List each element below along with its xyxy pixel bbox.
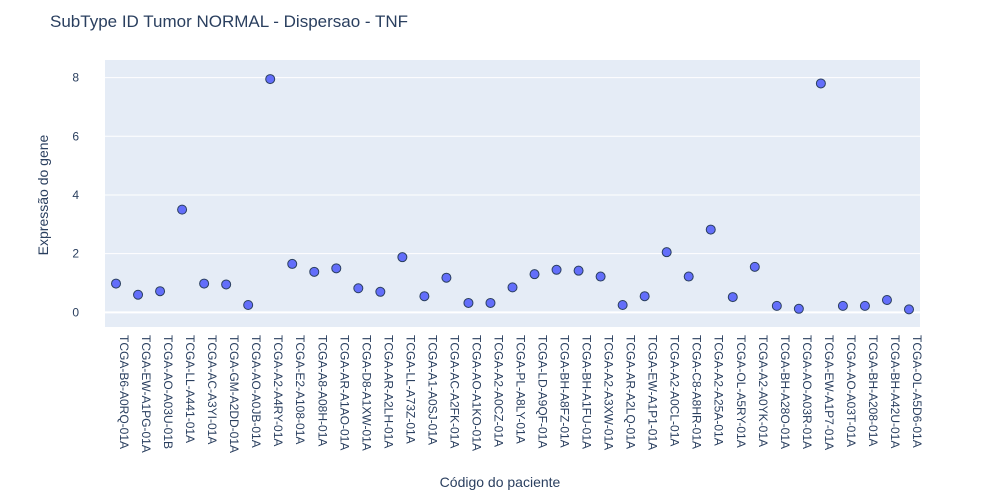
x-tick-label: TCGA-LD-A9QF-01A: [536, 335, 550, 448]
x-tick-label: TCGA-AO-A03U-01B: [161, 335, 175, 449]
data-point[interactable]: [419, 291, 430, 302]
data-point[interactable]: [683, 271, 694, 282]
x-tick-label: TCGA-EW-A1P1-01A: [646, 335, 660, 450]
data-point[interactable]: [177, 204, 188, 215]
x-tick-label: TCGA-A2-A4RY-01A: [271, 335, 285, 446]
x-tick-label: TCGA-AC-A3YI-01A: [205, 335, 219, 444]
data-point[interactable]: [265, 74, 276, 85]
data-point[interactable]: [881, 295, 892, 306]
data-point[interactable]: [595, 271, 606, 282]
data-point[interactable]: [661, 247, 672, 258]
data-point[interactable]: [793, 303, 804, 314]
x-tick-label: TCGA-B6-A0RQ-01A: [117, 335, 131, 449]
x-tick-label: TCGA-GM-A2DD-01A: [227, 335, 241, 453]
data-point[interactable]: [903, 304, 914, 315]
y-tick-label: 0: [72, 305, 79, 319]
x-tick-label: TCGA-AC-A2FK-01A: [447, 335, 461, 448]
x-tick-label: TCGA-AO-A03R-01A: [800, 335, 814, 449]
data-point[interactable]: [287, 258, 298, 269]
data-point[interactable]: [199, 278, 210, 289]
x-tick-label: TCGA-A2-A3XW-01A: [602, 335, 616, 450]
data-point[interactable]: [353, 283, 364, 294]
data-point[interactable]: [727, 292, 738, 303]
data-point[interactable]: [573, 265, 584, 276]
data-point[interactable]: [551, 264, 562, 275]
x-tick-label: TCGA-OL-A5RY-01A: [734, 335, 748, 448]
data-point[interactable]: [133, 289, 144, 300]
x-tick-label: TCGA-AO-A0JB-01A: [249, 335, 263, 448]
data-point[interactable]: [375, 286, 386, 297]
x-tick-label: TCGA-A2-A0CL-01A: [668, 335, 682, 446]
x-tick-label: TCGA-BH-A8FZ-01A: [558, 335, 572, 448]
x-tick-label: TCGA-D8-A1XW-01A: [359, 335, 373, 451]
x-tick-label: TCGA-BH-A208-01A: [866, 335, 880, 446]
x-tick-label: TCGA-LL-A441-01A: [183, 335, 197, 443]
x-tick-label: TCGA-LL-A73Z-01A: [403, 335, 417, 444]
x-tick-label: TCGA-BH-A28O-01A: [778, 335, 792, 449]
data-point[interactable]: [397, 252, 408, 263]
data-point[interactable]: [815, 78, 826, 89]
data-point[interactable]: [639, 291, 650, 302]
data-point[interactable]: [705, 224, 716, 235]
x-tick-label: TCGA-BH-A1FU-01A: [580, 335, 594, 449]
data-point[interactable]: [507, 282, 518, 293]
x-tick-label: TCGA-A2-A25A-01A: [712, 335, 726, 446]
chart-title: SubType ID Tumor NORMAL - Dispersao - TN…: [50, 12, 409, 31]
x-tick-label: TCGA-PL-A8LY-01A: [514, 335, 528, 444]
y-axis-ticks: 0 2 4 6 8: [72, 71, 79, 320]
data-point[interactable]: [441, 272, 452, 283]
x-tick-label: TCGA-OL-A5D6-01A: [910, 335, 924, 448]
data-point[interactable]: [771, 300, 782, 311]
x-tick-label: TCGA-A2-A0YK-01A: [756, 335, 770, 447]
x-tick-label: TCGA-A8-A08H-01A: [315, 335, 329, 446]
x-tick-label: TCGA-A2-A0CZ-01A: [491, 335, 505, 447]
data-point[interactable]: [111, 278, 122, 289]
data-point[interactable]: [859, 300, 870, 311]
data-point[interactable]: [331, 263, 342, 274]
x-tick-label: TCGA-AR-A1AO-01A: [337, 335, 351, 450]
x-tick-label: TCGA-AR-A2LH-01A: [381, 335, 395, 448]
data-points: [111, 74, 914, 315]
gridlines: [105, 77, 920, 314]
x-tick-label: TCGA-E2-A108-01A: [293, 335, 307, 444]
y-axis-label: Expressão do gene: [35, 134, 51, 256]
data-point[interactable]: [485, 297, 496, 308]
x-tick-label: TCGA-C8-A8HR-01A: [690, 335, 704, 449]
x-tick-label: TCGA-AR-A2LQ-01A: [624, 335, 638, 449]
data-point[interactable]: [617, 299, 628, 310]
data-point[interactable]: [309, 266, 320, 277]
x-axis-ticks: TCGA-B6-A0RQ-01A TCGA-EW-A1PG-01A TCGA-AO-…: [117, 335, 924, 453]
data-point[interactable]: [529, 269, 540, 280]
data-point[interactable]: [837, 300, 848, 311]
y-tick-label: 8: [72, 71, 79, 85]
x-tick-label: TCGA-A1-A0SJ-01A: [425, 335, 439, 445]
x-tick-label: TCGA-EW-A1P7-01A: [822, 335, 836, 450]
x-tick-label: TCGA-BH-A42U-01A: [888, 335, 902, 448]
x-tick-label: TCGA-AO-A03T-01A: [844, 335, 858, 447]
data-point[interactable]: [749, 261, 760, 272]
data-point[interactable]: [243, 299, 254, 310]
x-axis-label: Código do paciente: [439, 474, 561, 490]
data-point[interactable]: [463, 297, 474, 308]
y-tick-label: 6: [72, 129, 79, 143]
data-point[interactable]: [221, 279, 232, 290]
y-tick-label: 2: [72, 247, 79, 261]
y-tick-label: 4: [72, 188, 79, 202]
data-point[interactable]: [155, 286, 166, 297]
x-tick-label: TCGA-AO-A1KO-01A: [469, 335, 483, 451]
x-tick-label: TCGA-EW-A1PG-01A: [139, 335, 153, 453]
